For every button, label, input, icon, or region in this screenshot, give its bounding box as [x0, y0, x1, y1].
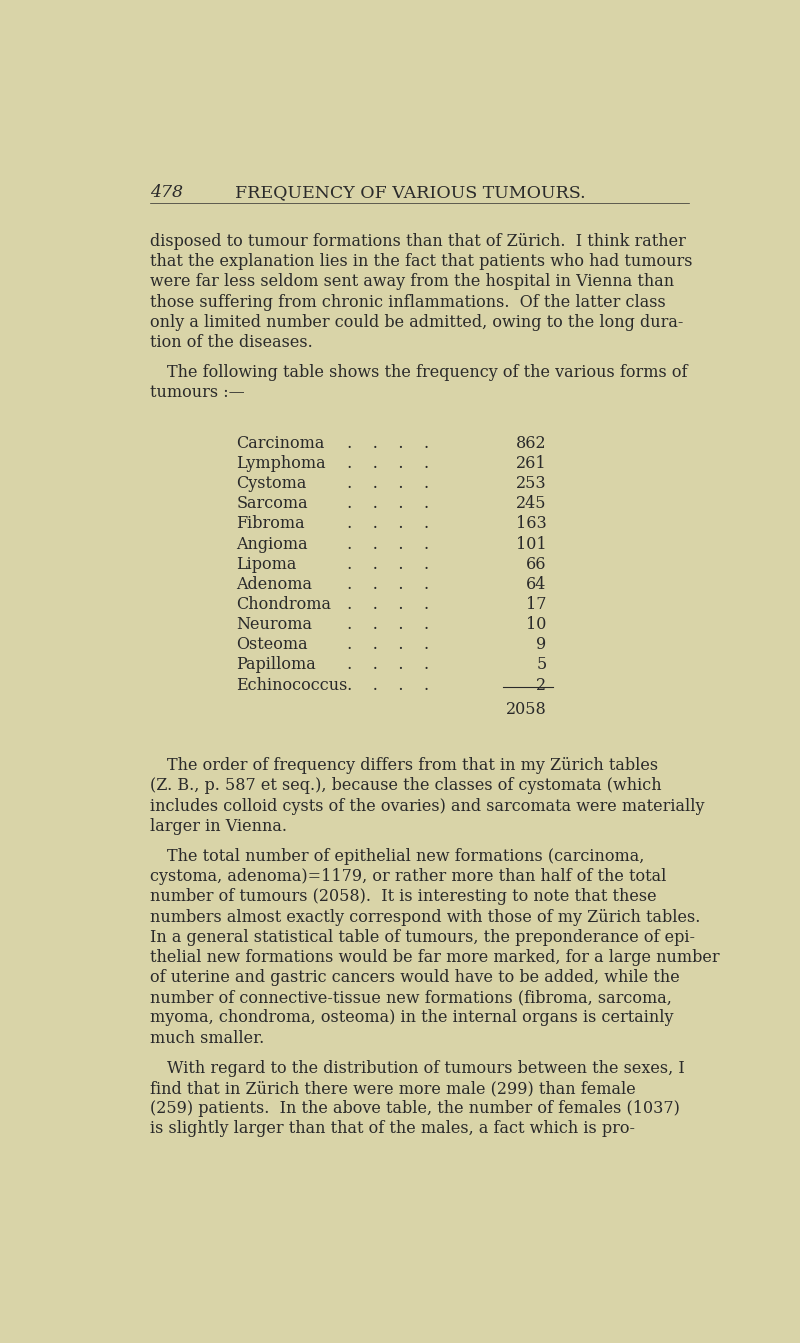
Text: Echinococcus: Echinococcus: [237, 677, 348, 694]
Text: With regard to the distribution of tumours between the sexes, I: With regard to the distribution of tumou…: [167, 1060, 685, 1077]
Text: Osteoma: Osteoma: [237, 637, 308, 653]
Text: 10: 10: [526, 616, 546, 633]
Text: .    .    .    .: . . . .: [342, 657, 429, 673]
Text: of uterine and gastric cancers would have to be added, while the: of uterine and gastric cancers would hav…: [150, 970, 679, 986]
Text: is slightly larger than that of the males, a fact which is pro-: is slightly larger than that of the male…: [150, 1120, 634, 1138]
Text: .    .    .    .: . . . .: [342, 536, 429, 552]
Text: tion of the diseases.: tion of the diseases.: [150, 334, 312, 351]
Text: 478: 478: [150, 184, 182, 201]
Text: .    .    .    .: . . . .: [342, 677, 429, 694]
Text: .    .    .    .: . . . .: [342, 496, 429, 512]
Text: cystoma, adenoma)=1179, or rather more than half of the total: cystoma, adenoma)=1179, or rather more t…: [150, 868, 666, 885]
Text: .    .    .    .: . . . .: [342, 616, 429, 633]
Text: Neuroma: Neuroma: [237, 616, 312, 633]
Text: Lipoma: Lipoma: [237, 556, 297, 572]
Text: those suffering from chronic inflammations.  Of the latter class: those suffering from chronic inflammatio…: [150, 294, 666, 310]
Text: 2: 2: [536, 677, 546, 694]
Text: Angioma: Angioma: [237, 536, 308, 552]
Text: 5: 5: [536, 657, 546, 673]
Text: 245: 245: [516, 496, 546, 512]
Text: Chondroma: Chondroma: [237, 596, 331, 612]
Text: .    .    .    .: . . . .: [342, 475, 429, 492]
Text: tumours :—: tumours :—: [150, 384, 244, 402]
Text: The order of frequency differs from that in my Zürich tables: The order of frequency differs from that…: [167, 757, 658, 775]
Text: 862: 862: [516, 435, 546, 451]
Text: Lymphoma: Lymphoma: [237, 455, 326, 471]
Text: FREQUENCY OF VARIOUS TUMOURS.: FREQUENCY OF VARIOUS TUMOURS.: [234, 184, 586, 201]
Text: 9: 9: [536, 637, 546, 653]
Text: Adenoma: Adenoma: [237, 576, 312, 592]
Text: much smaller.: much smaller.: [150, 1030, 264, 1046]
Text: 17: 17: [526, 596, 546, 612]
Text: 163: 163: [516, 516, 546, 532]
Text: .    .    .    .: . . . .: [342, 455, 429, 471]
Text: that the explanation lies in the fact that patients who had tumours: that the explanation lies in the fact th…: [150, 254, 692, 270]
Text: .    .    .    .: . . . .: [342, 556, 429, 572]
Text: (259) patients.  In the above table, the number of females (1037): (259) patients. In the above table, the …: [150, 1100, 679, 1117]
Text: 261: 261: [516, 455, 546, 471]
Text: Sarcoma: Sarcoma: [237, 496, 308, 512]
Text: Cystoma: Cystoma: [237, 475, 306, 492]
Text: Fibroma: Fibroma: [237, 516, 305, 532]
Text: The total number of epithelial new formations (carcinoma,: The total number of epithelial new forma…: [167, 847, 644, 865]
Text: 64: 64: [526, 576, 546, 592]
Text: disposed to tumour formations than that of Zürich.  I think rather: disposed to tumour formations than that …: [150, 234, 686, 250]
Text: 66: 66: [526, 556, 546, 572]
Text: Carcinoma: Carcinoma: [237, 435, 325, 451]
Text: 253: 253: [516, 475, 546, 492]
Text: In a general statistical table of tumours, the preponderance of epi-: In a general statistical table of tumour…: [150, 929, 694, 945]
Text: .    .    .    .: . . . .: [342, 637, 429, 653]
Text: The following table shows the frequency of the various forms of: The following table shows the frequency …: [167, 364, 687, 381]
Text: number of tumours (2058).  It is interesting to note that these: number of tumours (2058). It is interest…: [150, 889, 656, 905]
Text: myoma, chondroma, osteoma) in the internal organs is certainly: myoma, chondroma, osteoma) in the intern…: [150, 1010, 673, 1026]
Text: 101: 101: [516, 536, 546, 552]
Text: includes colloid cysts of the ovaries) and sarcomata were materially: includes colloid cysts of the ovaries) a…: [150, 798, 704, 815]
Text: number of connective-tissue new formations (fibroma, sarcoma,: number of connective-tissue new formatio…: [150, 990, 671, 1006]
Text: only a limited number could be admitted, owing to the long dura-: only a limited number could be admitted,…: [150, 314, 683, 330]
Text: 2058: 2058: [506, 701, 546, 719]
Text: (Z. B., p. 587 et seq.), because the classes of cystomata (which: (Z. B., p. 587 et seq.), because the cla…: [150, 778, 662, 795]
Text: Papilloma: Papilloma: [237, 657, 316, 673]
Text: .    .    .    .: . . . .: [342, 576, 429, 592]
Text: .    .    .    .: . . . .: [342, 596, 429, 612]
Text: .    .    .    .: . . . .: [342, 435, 429, 451]
Text: larger in Vienna.: larger in Vienna.: [150, 818, 286, 835]
Text: .    .    .    .: . . . .: [342, 516, 429, 532]
Text: find that in Zürich there were more male (299) than female: find that in Zürich there were more male…: [150, 1080, 635, 1097]
Text: thelial new formations would be far more marked, for a large number: thelial new formations would be far more…: [150, 950, 719, 966]
Text: numbers almost exactly correspond with those of my Zürich tables.: numbers almost exactly correspond with t…: [150, 909, 700, 925]
Text: were far less seldom sent away from the hospital in Vienna than: were far less seldom sent away from the …: [150, 274, 674, 290]
